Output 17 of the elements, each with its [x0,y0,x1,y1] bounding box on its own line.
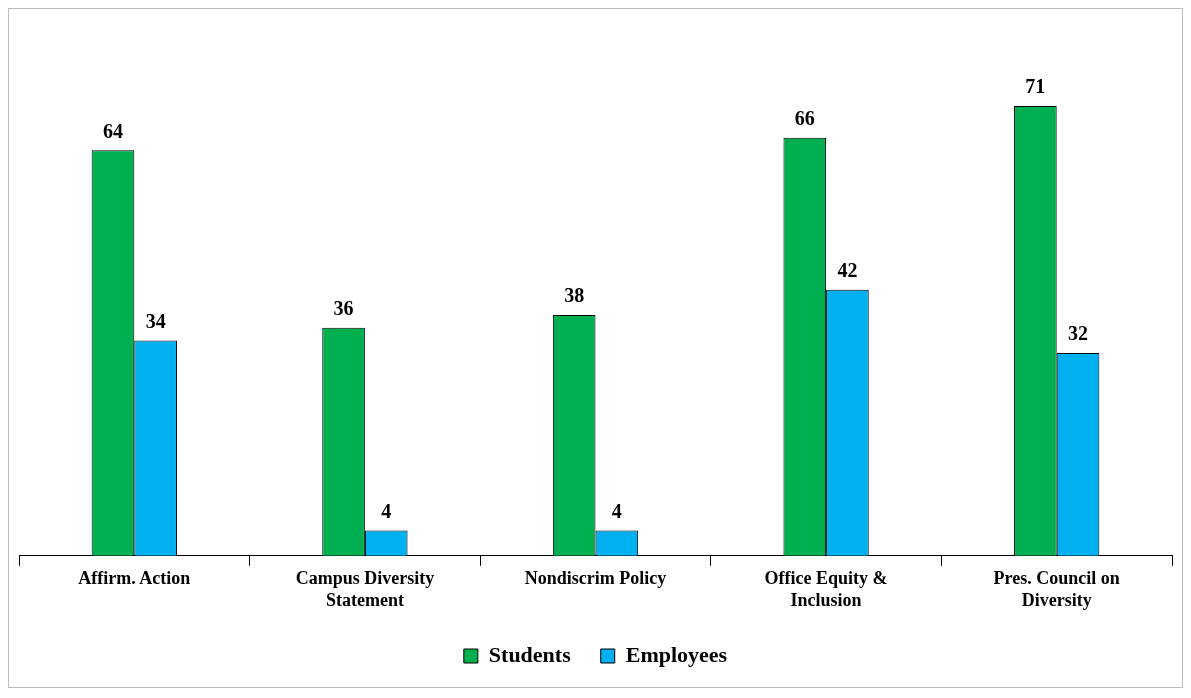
x-tick-label: Affirm. Action [78,568,191,589]
data-label: 36 [333,296,354,319]
legend-label: Employees [625,641,728,667]
x-tick-label: Pres. Council on Diversity [993,568,1120,610]
x-tick-label: Nondiscrim Policy [524,568,667,589]
data-label: 32 [1068,322,1089,345]
x-tick-label: Campus Diversity Statement [295,568,435,610]
x-tick-label: Office Equity & Inclusion [764,568,888,610]
data-label: 4 [611,499,622,522]
data-label: 64 [102,119,123,142]
data-label: 66 [794,106,815,129]
data-label: 34 [145,309,166,332]
legend-label: Students [488,641,572,667]
data-label: 71 [1025,75,1046,98]
data-label: 4 [381,499,392,522]
data-label: 38 [564,284,585,307]
data-label: 42 [837,258,858,281]
